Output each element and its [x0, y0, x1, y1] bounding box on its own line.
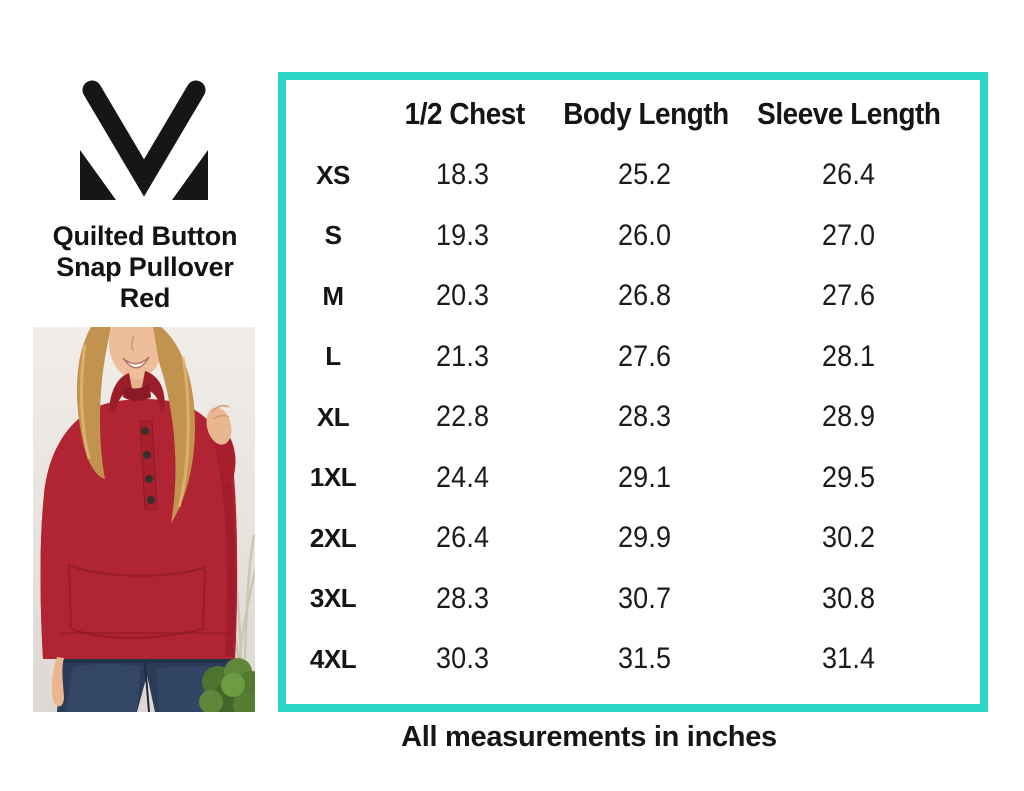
table-row: XL 22.8 28.3 28.9	[286, 387, 980, 448]
measurement-value: 27.0	[822, 218, 876, 252]
measurement-value: 29.1	[618, 460, 672, 494]
table-row: S 19.3 26.0 27.0	[286, 206, 980, 267]
table-row: XS 18.3 25.2 26.4	[286, 145, 980, 206]
column-header-body-length: Body Length	[563, 96, 729, 131]
brand-logo-m-icon	[80, 80, 208, 200]
size-label: XS	[316, 159, 350, 190]
measurement-value: 29.5	[822, 460, 876, 494]
measurement-value: 31.5	[618, 642, 672, 676]
product-title: Quilted Button Snap Pullover Red	[18, 221, 272, 314]
measurement-value: 28.1	[822, 339, 876, 373]
measurement-value: 30.2	[822, 521, 876, 555]
table-row: 2XL 26.4 29.9 30.2	[286, 508, 980, 569]
table-row: 3XL 28.3 30.7 30.8	[286, 569, 980, 630]
measurement-value: 30.8	[822, 581, 876, 615]
table-row: L 21.3 27.6 28.1	[286, 327, 980, 388]
measurement-value: 22.8	[436, 400, 490, 434]
measurement-unit-note: All measurements in inches	[401, 721, 777, 753]
jeans	[57, 659, 235, 712]
product-title-line: Red	[119, 283, 171, 313]
measurement-value: 28.9	[822, 400, 876, 434]
measurement-value: 28.3	[436, 581, 490, 615]
model-hand	[206, 404, 236, 483]
size-label: M	[322, 280, 344, 311]
measurement-value: 18.3	[436, 158, 490, 192]
table-row: 1XL 24.4 29.1 29.5	[286, 448, 980, 509]
size-label: 4XL	[309, 643, 357, 674]
column-header-sleeve-length: Sleeve Length	[757, 96, 941, 131]
size-label: L	[325, 341, 341, 372]
measurement-value: 25.2	[618, 158, 672, 192]
measurement-value: 30.3	[436, 642, 490, 676]
column-header-chest: 1/2 Chest	[404, 96, 525, 131]
table-row: M 20.3 26.8 27.6	[286, 266, 980, 327]
product-photo	[33, 327, 255, 712]
measurement-value: 26.8	[618, 279, 672, 313]
size-label: XL	[316, 401, 350, 432]
measurement-value: 26.0	[618, 218, 672, 252]
product-title-line: Snap Pullover	[56, 252, 234, 282]
table-row: 4XL 30.3 31.5 31.4	[286, 629, 980, 690]
green-bush	[199, 658, 255, 712]
size-label: 2XL	[309, 522, 357, 553]
size-label: S	[324, 220, 342, 251]
snap-buttons	[141, 427, 155, 504]
measurement-value: 26.4	[436, 521, 490, 555]
measurement-value: 28.3	[618, 400, 672, 434]
table-body: XS 18.3 25.2 26.4 S 19.3 26.0 27.0 M 20.3 26.8 27.6…	[286, 145, 980, 690]
measurement-value: 24.4	[436, 460, 490, 494]
size-chart-table: 1/2 Chest Body Length Sleeve Length XS 18…	[278, 72, 988, 712]
measurement-value: 31.4	[822, 642, 876, 676]
size-label: 3XL	[309, 583, 357, 614]
measurement-value: 21.3	[436, 339, 490, 373]
measurement-value: 26.4	[822, 158, 876, 192]
measurement-value: 20.3	[436, 279, 490, 313]
measurement-value: 29.9	[618, 521, 672, 555]
size-label: 1XL	[309, 462, 357, 493]
measurement-value: 27.6	[822, 279, 876, 313]
measurement-value: 30.7	[618, 581, 672, 615]
product-title-line: Quilted Button	[52, 221, 238, 251]
measurement-value: 19.3	[436, 218, 490, 252]
table-header-row: 1/2 Chest Body Length Sleeve Length	[286, 83, 980, 145]
measurement-value: 27.6	[618, 339, 672, 373]
